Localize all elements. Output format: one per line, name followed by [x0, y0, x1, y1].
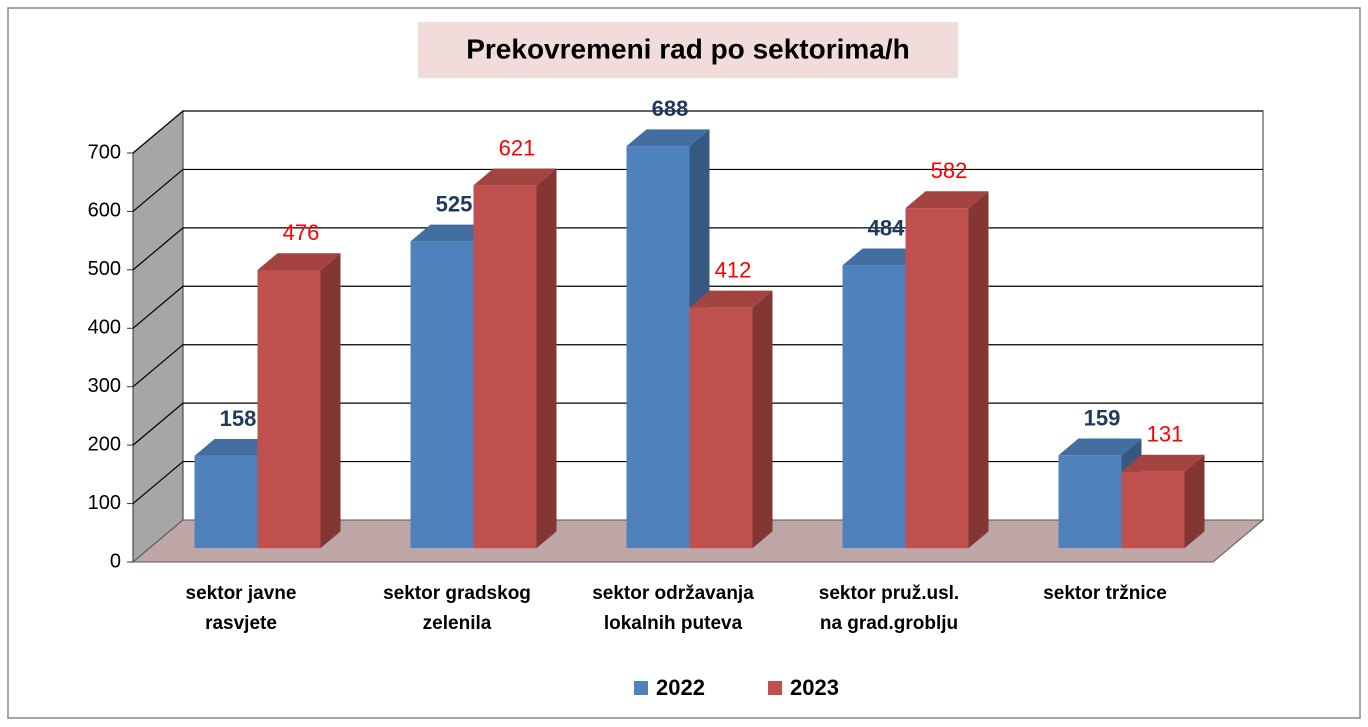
bar-side — [752, 290, 773, 549]
bar — [689, 290, 773, 549]
y-tick-label: 400 — [88, 317, 121, 339]
bar-front — [626, 146, 690, 549]
bar-top — [257, 253, 341, 271]
x-tick-label-line: sektor tržnice — [1043, 583, 1167, 604]
bar-top — [473, 168, 557, 186]
data-label: 131 — [1147, 422, 1184, 447]
x-tick-label-line: zelenila — [423, 613, 492, 634]
x-tick-label: sektor tržnice — [1043, 583, 1167, 604]
x-tick-label-line: rasvjete — [205, 613, 277, 634]
x-tick-label-line: sektor održavanja — [592, 583, 754, 604]
data-label: 582 — [931, 158, 968, 183]
bar-side — [968, 191, 989, 549]
bar-top — [905, 191, 989, 209]
y-tick-label: 600 — [88, 200, 121, 222]
data-label: 476 — [283, 220, 320, 245]
data-label: 412 — [715, 257, 752, 282]
bar — [905, 191, 989, 549]
bar-side — [320, 253, 341, 549]
bar-side — [1184, 454, 1205, 549]
x-tick-label-line: sektor javne — [186, 583, 297, 604]
x-tick-label-line: sektor gradskog — [383, 583, 531, 604]
data-label: 621 — [499, 135, 536, 160]
x-tick-label-line: sektor pruž.usl. — [819, 583, 959, 604]
data-label: 525 — [436, 191, 473, 216]
data-label: 158 — [220, 406, 257, 431]
bar — [257, 253, 341, 549]
y-tick-label: 700 — [88, 141, 121, 163]
y-tick-label: 0 — [110, 550, 121, 572]
bar-top — [194, 439, 278, 456]
bar — [1121, 454, 1205, 549]
bar-top — [1121, 454, 1205, 472]
bar-front — [689, 307, 753, 549]
x-tick-label: sektor javne rasvjete — [186, 583, 297, 634]
y-tick-label: 300 — [88, 375, 121, 397]
grid-line — [132, 227, 1263, 271]
bar-front — [473, 185, 537, 549]
data-label: 484 — [868, 215, 905, 240]
bar-top — [1058, 438, 1142, 456]
title-box — [418, 22, 958, 78]
data-label: 688 — [652, 96, 689, 121]
bar-front — [257, 270, 321, 549]
bar-front — [410, 241, 474, 549]
legend-label: 2023 — [790, 675, 839, 700]
grid-line — [132, 110, 1263, 154]
x-tick-label: sektor održavanja lokalnih puteva — [592, 583, 754, 634]
bar-top — [689, 290, 773, 308]
data-label: 159 — [1084, 405, 1121, 430]
bar-top — [626, 129, 710, 147]
y-tick-label: 200 — [88, 433, 121, 455]
bar-front — [1121, 471, 1185, 549]
bar — [473, 168, 557, 549]
legend-swatch — [768, 681, 782, 695]
legend-label: 2022 — [656, 675, 705, 700]
y-tick-label: 500 — [88, 258, 121, 280]
y-tick-label: 100 — [88, 492, 121, 514]
bar-top — [842, 248, 926, 266]
bar-front — [194, 455, 258, 549]
x-tick-label-line: na grad.groblju — [820, 613, 958, 634]
grid-line — [132, 168, 1263, 212]
x-tick-label-line: lokalnih puteva — [604, 613, 743, 634]
bar-side — [536, 168, 557, 549]
bar-front — [905, 208, 969, 549]
x-tick-label: sektor gradskog zelenila — [383, 583, 531, 634]
bar-front — [1058, 455, 1122, 549]
x-tick-label: sektor pruž.usl. na grad.groblju — [819, 583, 959, 634]
left-wall — [132, 109, 184, 564]
chart-title: Prekovremeni rad po sektorima/h — [466, 33, 910, 64]
bar-front — [842, 265, 906, 549]
bar-top — [410, 224, 494, 242]
legend-swatch — [634, 681, 648, 695]
